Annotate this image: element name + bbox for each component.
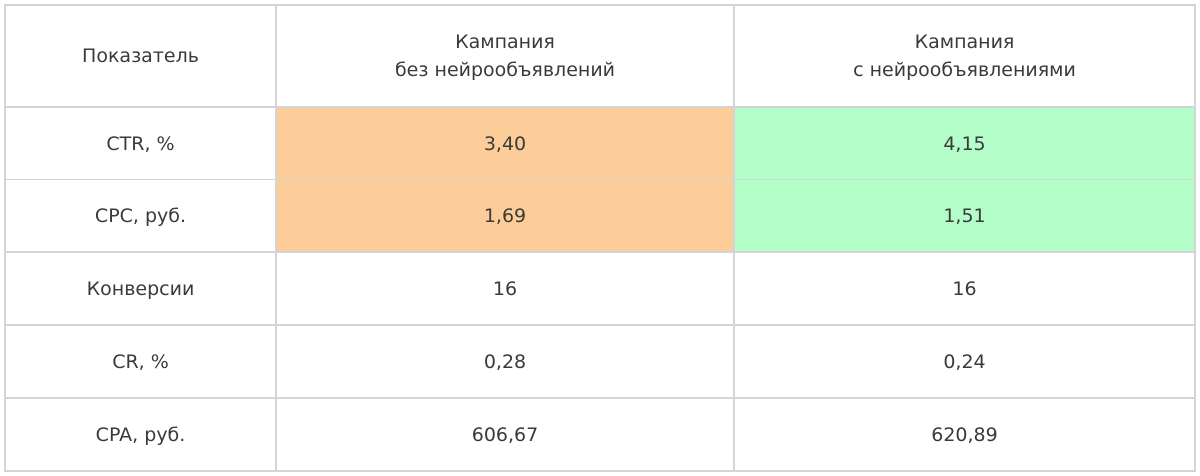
header-metric: Показатель	[4, 4, 277, 108]
table-row: CTR, % 3,40 4,15	[4, 106, 1196, 180]
value-with-cell: 0,24	[733, 324, 1196, 399]
table-row: CR, % 0,28 0,24	[4, 324, 1196, 399]
header-row: Показатель Кампания без нейрообъявлений К…	[4, 4, 1196, 108]
value-with-cell: 620,89	[733, 397, 1196, 472]
metric-cell: CTR, %	[4, 106, 277, 180]
table-row: CPA, руб. 606,67 620,89	[4, 397, 1196, 472]
value-without-cell: 0,28	[275, 324, 735, 399]
value-with-cell: 4,15	[733, 106, 1196, 180]
table-row: Конверсии 16 16	[4, 251, 1196, 326]
header-line: без нейрообъявлений	[394, 59, 616, 81]
header-line: Кампания	[455, 31, 555, 53]
comparison-table: Показатель Кампания без нейрообъявлений К…	[4, 4, 1196, 472]
header-line: с нейрообъявлениями	[853, 59, 1076, 81]
value-without-cell: 16	[275, 251, 735, 326]
value-without-cell: 3,40	[275, 106, 735, 180]
header-line: Кампания	[914, 31, 1015, 53]
value-without-cell: 606,67	[275, 397, 735, 472]
table-row: CPC, руб. 1,69 1,51	[4, 179, 1196, 253]
metric-cell: CPC, руб.	[4, 179, 277, 253]
metric-cell: CPA, руб.	[4, 397, 277, 472]
metric-cell: Конверсии	[4, 251, 277, 326]
metric-cell: CR, %	[4, 324, 277, 399]
value-with-cell: 16	[733, 251, 1196, 326]
value-with-cell: 1,51	[733, 179, 1196, 253]
header-with-neuro: Кампания с нейрообъявлениями	[733, 4, 1196, 108]
value-without-cell: 1,69	[275, 179, 735, 253]
header-without-neuro: Кампания без нейрообъявлений	[275, 4, 735, 108]
